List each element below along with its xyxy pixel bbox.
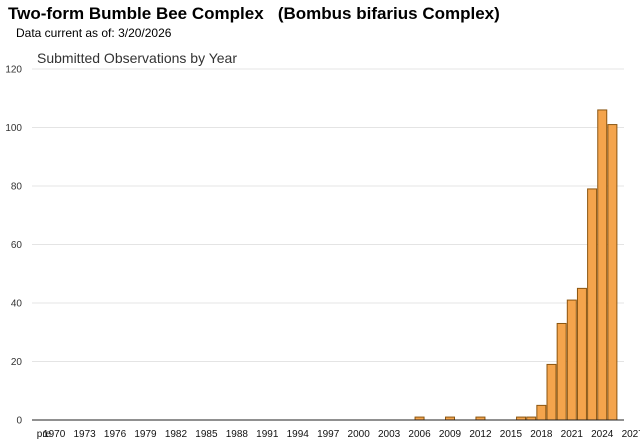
y-tick-label: 80 — [11, 182, 23, 193]
y-tick-label: 0 — [16, 416, 22, 427]
gridlines — [32, 68, 624, 362]
x-tick-label: 1973 — [73, 429, 96, 440]
x-tick-label: 1976 — [104, 429, 127, 440]
y-tick-label: 20 — [11, 357, 23, 368]
x-tick-label: 2006 — [408, 429, 431, 440]
bar-2018 — [536, 404, 547, 421]
x-tick-label: 2003 — [378, 429, 401, 440]
x-tick-label: 2000 — [348, 429, 371, 440]
bar-2023 — [587, 188, 598, 421]
bar-2021 — [566, 299, 577, 421]
x-tick-label: 1997 — [317, 429, 340, 440]
data-current-as-of: Data current as of: 3/20/2026 — [16, 26, 171, 40]
x-tick-label: 2012 — [469, 429, 492, 440]
x-tick-label: 2018 — [530, 429, 553, 440]
x-tick-label: 1970 — [43, 429, 66, 440]
x-tick-label: 2021 — [561, 429, 584, 440]
bar-2019 — [546, 363, 557, 421]
x-tick-label: 2009 — [439, 429, 462, 440]
x-tick-label: 1988 — [226, 429, 249, 440]
x-tick-label: 1979 — [134, 429, 157, 440]
bar-2025 — [607, 124, 618, 421]
x-tick-label: pre — [37, 429, 52, 440]
x-tick-label: 1982 — [165, 429, 188, 440]
bar-2020 — [556, 322, 567, 421]
x-tick-label: 1991 — [256, 429, 279, 440]
chart-title: Submitted Observations by Year — [37, 50, 237, 66]
y-tick-labels: 0 20 40 60 80 100 120 — [5, 65, 22, 427]
bars — [414, 109, 618, 421]
y-tick-label: 60 — [11, 240, 23, 251]
x-tick-label: 1985 — [195, 429, 218, 440]
as-of-date: 3/20/2026 — [118, 26, 172, 40]
y-tick-label: 40 — [11, 299, 23, 310]
bar-2024 — [597, 109, 608, 421]
y-tick-label: 100 — [5, 123, 22, 134]
page-title: Two-form Bumble Bee Complex (Bombus bifa… — [8, 4, 500, 23]
x-tick-label: 2027 — [622, 429, 640, 440]
x-tick-label: 2015 — [500, 429, 523, 440]
x-tick-label: 1994 — [287, 429, 310, 440]
x-tick-label: 2024 — [591, 429, 614, 440]
y-tick-label: 120 — [5, 65, 22, 76]
as-of-label: Data current as of: — [16, 26, 115, 40]
bar-2022 — [576, 287, 587, 421]
